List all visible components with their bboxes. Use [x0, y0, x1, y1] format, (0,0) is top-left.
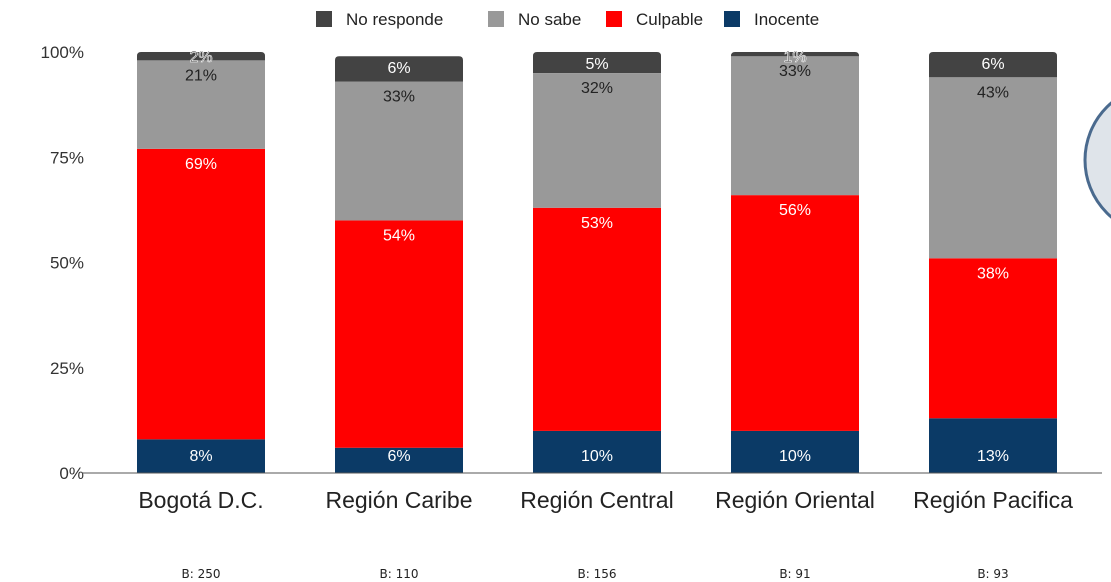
legend-swatch-1 [488, 11, 504, 27]
data-label: 13% [977, 448, 1009, 465]
bar-segment [137, 148, 265, 440]
data-label: 38% [977, 265, 1009, 282]
data-label: 33% [779, 63, 811, 80]
data-label: 6% [387, 60, 410, 77]
data-label: 2% [189, 49, 212, 66]
y-tick-label: 75% [50, 148, 84, 167]
data-label: 6% [981, 56, 1004, 73]
legend-label-1: No sabe [518, 10, 581, 29]
legend-label-2: Culpable [636, 10, 703, 29]
bar-segment [731, 56, 859, 196]
bar-segment [335, 81, 463, 221]
legend-swatch-2 [606, 11, 622, 27]
y-tick-label: 25% [50, 359, 84, 378]
bars: 8% 69% 21%2% 6% 54% 33% 6% 10% 53% 32% 5% 10% 56% 33%… [137, 49, 1057, 473]
y-tick-label: 0% [59, 464, 84, 483]
data-label: 33% [383, 88, 415, 105]
bar-segment [137, 52, 265, 61]
bar-segment [533, 73, 661, 208]
bar-segment [137, 60, 265, 149]
x-tick-label: Región Caribe [325, 487, 472, 513]
data-label: 10% [779, 448, 811, 465]
bar-segment [929, 258, 1057, 419]
base-size-label: B: 93 [977, 567, 1008, 581]
x-axis: Bogotá D.C. B: 250 Región Caribe B: 110 Regi… [138, 487, 1073, 581]
data-label: 5% [585, 56, 608, 73]
data-label: 69% [185, 156, 217, 173]
data-label: 32% [581, 80, 613, 97]
legend-swatch-0 [316, 11, 332, 27]
legend-swatch-3 [724, 11, 740, 27]
base-size-label: B: 91 [779, 567, 810, 581]
data-label: 43% [977, 84, 1009, 101]
data-label: 21% [185, 67, 217, 84]
bar-segment [335, 220, 463, 448]
bar-segment [335, 56, 463, 82]
x-tick-label: Región Oriental [715, 487, 875, 513]
x-tick-label: Bogotá D.C. [138, 487, 263, 513]
x-tick-label: Región Central [520, 487, 673, 513]
base-size-label: B: 250 [182, 567, 221, 581]
bar-segment [929, 77, 1057, 259]
data-label: 8% [189, 448, 212, 465]
data-label: 10% [581, 448, 613, 465]
bar-segment [731, 430, 859, 473]
base-size-label: B: 156 [578, 567, 617, 581]
bar-segment [533, 52, 661, 74]
corner-photo [1083, 101, 1111, 219]
data-label: 6% [387, 448, 410, 465]
bar-segment [533, 430, 661, 473]
data-label: 1% [783, 49, 806, 66]
x-tick-label: Región Pacifica [913, 487, 1073, 513]
base-size-label: B: 110 [380, 567, 419, 581]
legend-label-3: Inocente [754, 10, 819, 29]
y-tick-label: 50% [50, 254, 84, 273]
y-tick-label: 100% [41, 43, 84, 62]
bar-segment [137, 439, 265, 473]
data-label: 56% [779, 202, 811, 219]
bar-segment [731, 195, 859, 431]
bar-segment [731, 52, 859, 57]
bar-segment [335, 447, 463, 473]
data-label: 53% [581, 215, 613, 232]
legend: No responde No sabe Culpable Inocente [316, 10, 819, 29]
bar-segment [929, 418, 1057, 473]
legend-label-0: No responde [346, 10, 443, 29]
bar-segment [929, 52, 1057, 78]
bar-segment [533, 207, 661, 431]
data-label: 54% [383, 227, 415, 244]
y-axis: 0% 25% 50% 75% 100% [41, 43, 84, 483]
